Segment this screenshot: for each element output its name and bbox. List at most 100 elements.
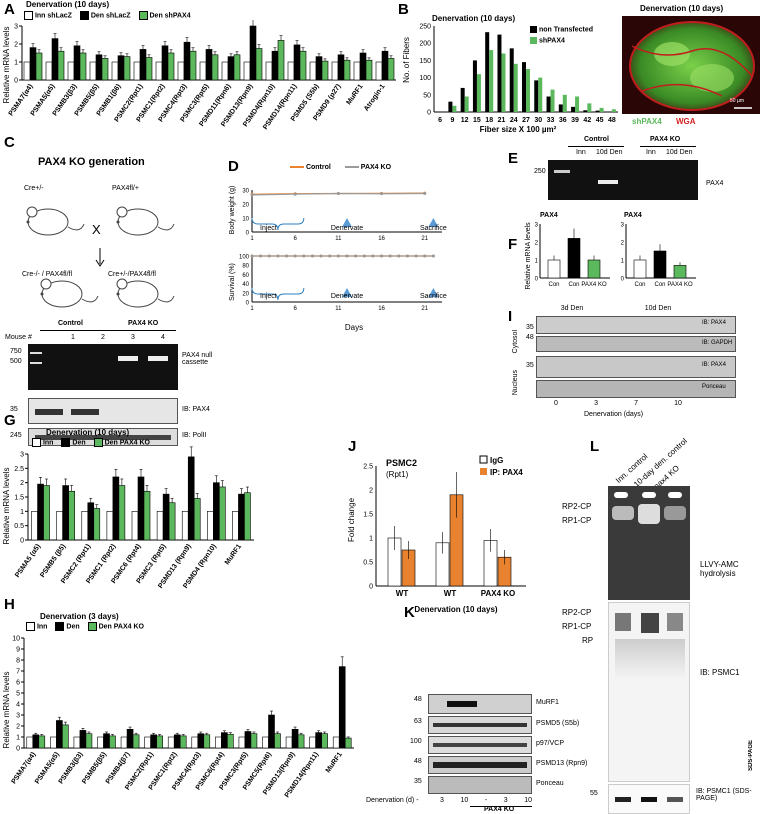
legend-inn: Inn — [32, 438, 53, 447]
native-blot-label: IB: PSMC1 — [700, 668, 740, 677]
bar — [271, 50, 279, 81]
data-point — [354, 254, 358, 258]
bar — [133, 61, 141, 81]
native-gel-llvy-amc — [608, 486, 690, 600]
bar — [109, 735, 116, 749]
bar — [244, 492, 251, 541]
panel-d-legend: Control PAX4 KO — [290, 164, 391, 171]
lane-label: - — [484, 797, 488, 804]
bar — [299, 50, 307, 81]
panel-letter-l: L — [590, 438, 600, 455]
blot-label: Ponceau — [702, 384, 726, 390]
triangle-marker — [428, 288, 439, 297]
blot-ponceau — [428, 776, 532, 794]
right-offspring-genotype: Cre+/-/PAX4fl/fl — [108, 271, 156, 278]
band-label-pax4: PAX4 — [706, 180, 724, 187]
y-tick-label: 100 — [239, 255, 250, 261]
bar — [87, 502, 95, 541]
marker: 48 — [414, 696, 422, 703]
left-offspring-genotype: Cre-/- / PAX4fl/fl — [22, 271, 72, 278]
bar — [97, 736, 104, 749]
lane-label: 2 — [101, 334, 105, 341]
x-tick-label: 21 — [421, 236, 428, 242]
marker: 48 — [414, 758, 422, 765]
data-point — [371, 254, 375, 258]
bar — [183, 41, 191, 81]
divider — [568, 146, 624, 147]
x-tick-label: 45 — [596, 117, 604, 124]
bar — [255, 48, 263, 81]
y-tick-label: 6 — [16, 680, 20, 687]
bar — [238, 493, 245, 541]
row-label-cytosol: Cytosol — [512, 330, 519, 354]
sds-page-blot — [608, 784, 690, 814]
x-tick-label: PSMB3(β3) — [58, 751, 85, 785]
bar — [381, 50, 389, 81]
bar — [321, 60, 329, 81]
bar — [448, 101, 453, 112]
bar — [460, 87, 465, 112]
panel-j-xlabel: Denervation (10 days) — [414, 605, 497, 614]
band-label-rp2-cp: RP2-CP — [562, 502, 592, 511]
divider — [112, 330, 176, 331]
y-tick-label: 0 — [246, 231, 250, 237]
y-tick-label: 1 — [16, 735, 20, 742]
bar — [179, 735, 187, 749]
bar — [464, 96, 469, 112]
panel-k-lanes: 3 10 - 3 10 — [440, 797, 532, 804]
bar — [291, 729, 299, 749]
bar — [207, 511, 214, 541]
data-point — [285, 254, 289, 258]
bar — [262, 736, 269, 749]
panel-a-chart: Relative mRNA levels 0123PSMA7(α4)PSMA5(… — [2, 20, 396, 131]
bar — [547, 259, 561, 279]
bar — [213, 482, 220, 541]
bar — [35, 52, 43, 81]
bar — [144, 736, 151, 749]
bar — [37, 483, 44, 541]
bar — [297, 734, 305, 749]
annotation-inject: Inject — [260, 293, 277, 300]
legend-igg: IgG — [490, 456, 503, 465]
bar — [387, 58, 395, 81]
bar — [287, 61, 295, 81]
bar — [653, 250, 667, 279]
panel-a-header: Denervation (10 days) — [26, 0, 110, 9]
marker-35: 35 — [10, 406, 18, 413]
data-point — [336, 254, 340, 258]
native-gel-label: LLVY-AMC hydrolysis — [700, 560, 739, 578]
bar — [497, 34, 502, 112]
lane-label: 3 — [440, 797, 444, 804]
panel-a-legend: Inn shLacZ Den shLacZ Den shPAX4 — [24, 11, 191, 20]
data-point — [310, 254, 314, 258]
native-immunoblot — [608, 602, 690, 782]
panel-f-chart: Relative mRNA levels 3d Den 10d Den 0 1 2 3… — [525, 222, 696, 312]
panel-h-ylabel: Relative mRNA levels — [2, 672, 11, 749]
bar — [472, 60, 477, 112]
panel-letter-b: B — [398, 1, 409, 18]
panel-d-xlabel: Days — [345, 323, 363, 332]
data-point — [328, 254, 332, 258]
panel-g-chart: Relative mRNA levels 0 0.5 1 1.5 2 2.5 3 PSMA5 … — [2, 446, 254, 590]
bar — [26, 736, 34, 749]
bar — [244, 731, 252, 749]
y-tick-label: 2 — [16, 724, 20, 731]
band-label-rp: RP — [582, 636, 594, 645]
bar — [45, 61, 53, 81]
x-tick-label: Con — [548, 282, 559, 288]
bar — [359, 52, 367, 81]
x-tick-label: 6 — [294, 306, 298, 312]
x-tick-label: PAX4 KO — [581, 282, 607, 288]
legend-inn: Inn — [26, 622, 47, 631]
bar — [156, 511, 164, 541]
bar — [562, 94, 567, 112]
mouse-icon — [26, 206, 85, 236]
y-tick-label: 2 — [369, 488, 373, 495]
blot-label: IB: GAPDH — [702, 340, 733, 346]
bar — [343, 59, 351, 81]
bar — [232, 511, 239, 541]
bar — [43, 485, 50, 541]
legend-shpax4: shPAX4 — [530, 37, 593, 45]
bar — [452, 105, 457, 112]
y-tick-label: 7 — [16, 669, 20, 676]
